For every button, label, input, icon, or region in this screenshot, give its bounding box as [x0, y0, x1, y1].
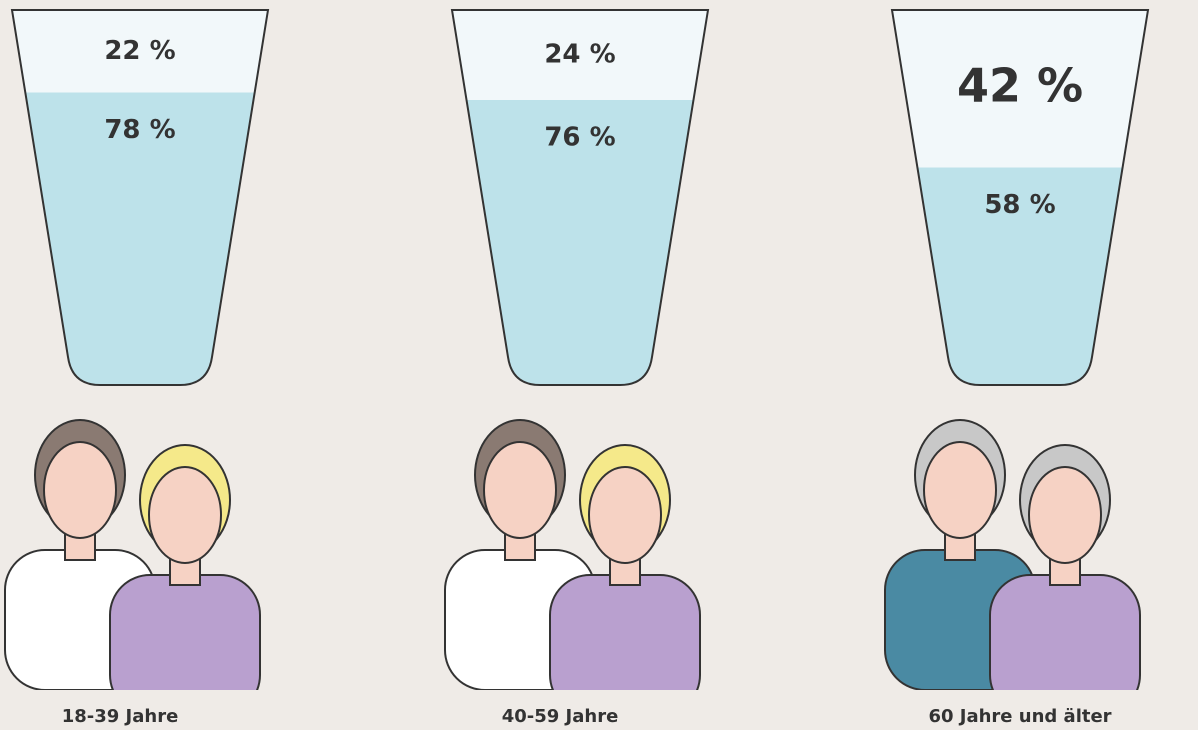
rest-label: 24 %	[544, 40, 615, 70]
face	[924, 442, 996, 538]
page: 78 % 22 % 18-39 Jahre 76 % 24 % 40-59 Jahre 58…	[0, 0, 1198, 730]
fill-label: 76 %	[544, 123, 615, 153]
chart: 78 % 22 % 18-39 Jahre 76 % 24 % 40-59 Jahre 58…	[0, 0, 1198, 730]
face	[484, 442, 556, 538]
face	[1029, 467, 1101, 563]
fill-label: 78 %	[104, 115, 175, 145]
category-label: 18-39 Jahre	[62, 706, 179, 727]
face	[149, 467, 221, 563]
fill-label: 58 %	[984, 190, 1055, 220]
face	[589, 467, 661, 563]
rest-label: 42 %	[957, 58, 1083, 112]
category-label: 60 Jahre und älter	[928, 706, 1111, 727]
category-label: 40-59 Jahre	[502, 706, 619, 727]
rest-label: 22 %	[104, 36, 175, 66]
face	[44, 442, 116, 538]
